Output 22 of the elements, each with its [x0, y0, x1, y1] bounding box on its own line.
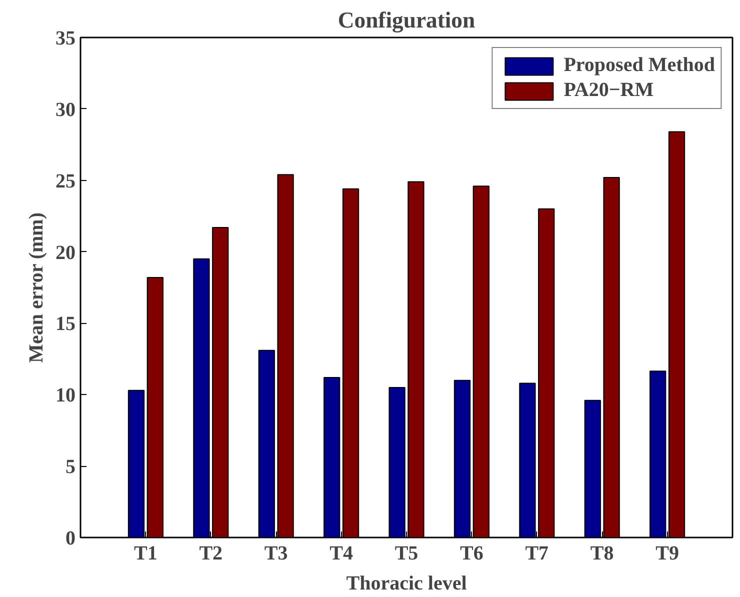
- y-tick-label: 25: [56, 170, 76, 192]
- y-axis-title: Mean error (mm): [26, 212, 48, 363]
- x-tick-label: T1: [134, 542, 158, 564]
- x-axis-title: Thoracic level: [346, 572, 468, 594]
- chart-title: Configuration: [338, 8, 476, 32]
- y-tick-label: 20: [56, 242, 76, 264]
- y-tick-label: 5: [66, 456, 76, 478]
- x-tick-label: T3: [264, 542, 288, 564]
- legend-label: PA20−RM: [564, 79, 654, 102]
- legend-label: Proposed Method: [564, 54, 715, 77]
- x-tick-label: T7: [525, 542, 549, 564]
- x-tick-label: T9: [656, 542, 679, 564]
- y-tick-label: 15: [56, 313, 76, 336]
- x-tick-label: T2: [199, 542, 223, 564]
- y-tick-label: 10: [56, 384, 76, 407]
- y-tick-label: 0: [66, 528, 76, 550]
- x-tick-label: T5: [394, 542, 418, 564]
- y-tick-label: 30: [56, 98, 76, 121]
- y-tick-label: 35: [56, 28, 76, 50]
- x-tick-label: T6: [460, 542, 484, 564]
- x-tick-label: T8: [590, 542, 614, 564]
- x-tick-label: T4: [330, 542, 353, 564]
